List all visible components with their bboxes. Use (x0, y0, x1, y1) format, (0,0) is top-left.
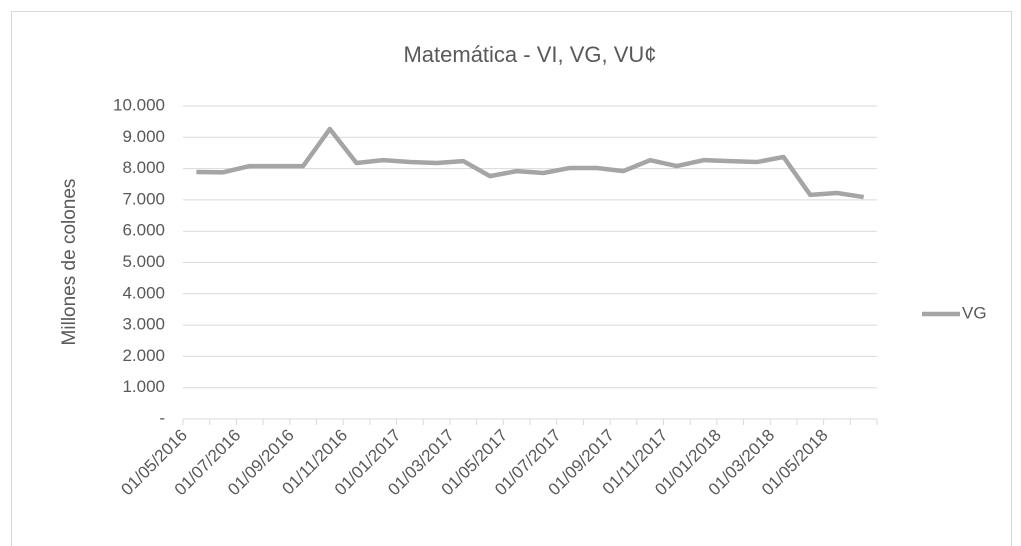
y-tick-label: 6.000 (122, 221, 165, 240)
chart-frame (11, 11, 1012, 546)
y-tick-label: 1.000 (122, 377, 165, 396)
y-tick-label: 7.000 (122, 189, 165, 208)
y-tick-label: 2.000 (122, 346, 165, 365)
y-tick-label: - (159, 408, 165, 427)
y-tick-label: 9.000 (122, 127, 165, 146)
y-tick-label: 8.000 (122, 158, 165, 177)
chart-title: Matemática - VI, VG, VU¢ (403, 42, 656, 67)
series-line (196, 126, 864, 200)
y-tick-label: 3.000 (122, 315, 165, 334)
y-axis-label: Millones de colones (59, 179, 80, 346)
y-tick-label: 5.000 (122, 252, 165, 271)
legend-label: VG (962, 303, 987, 322)
y-tick-label: 10.000 (113, 95, 165, 114)
y-tick-label: 4.000 (122, 283, 165, 302)
